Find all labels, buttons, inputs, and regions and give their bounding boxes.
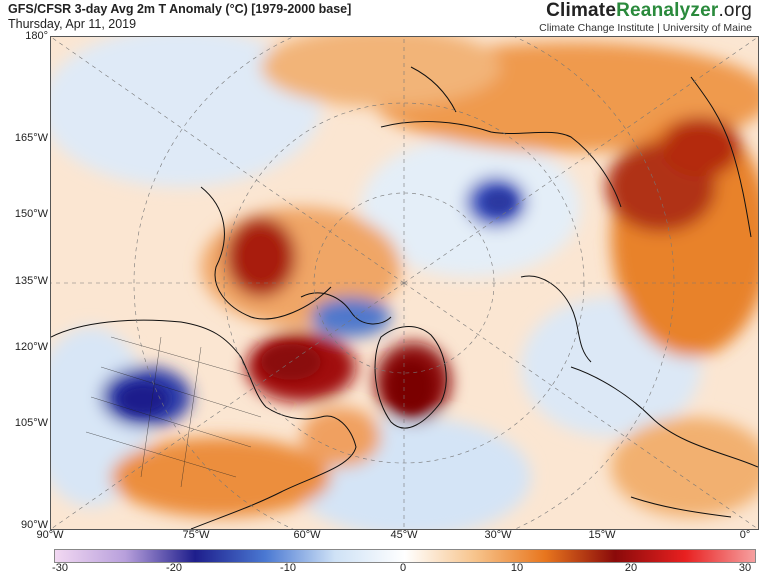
core-greenland-warm: [389, 361, 433, 413]
core-arctic-cold: [483, 190, 515, 214]
coastline-greenland: [374, 326, 447, 429]
coastline-kamchatka: [410, 66, 457, 113]
coastline-canadian-arctic: [300, 292, 392, 325]
lat-label-165w: 165°W: [14, 132, 48, 144]
coastline-north-america: [51, 319, 357, 529]
dark-red-region-asia-south: [661, 117, 741, 177]
blue-region-canadian-archipelago: [311, 297, 391, 337]
graticule: [51, 37, 758, 529]
anomaly-map-canvas: [51, 37, 758, 529]
lon-label-60w: 60°W: [293, 529, 321, 541]
lat-label-150w: 150°W: [14, 208, 48, 220]
lat-label-135w: 135°W: [14, 275, 48, 287]
colorbar-tick-20: 20: [624, 562, 638, 574]
lon-label-90w: 90°W: [36, 529, 64, 541]
colorbar-tick-0: 0: [399, 562, 407, 574]
border-us-central: [90, 396, 252, 448]
coastline-alaska: [200, 186, 332, 320]
lat-label-90w: 90°W: [20, 519, 48, 531]
brand-logo-part-climate: Climate: [546, 0, 617, 21]
orange-region-canada-east: [301, 407, 381, 467]
anomaly-field: [51, 37, 758, 529]
colorbar-tick-minus20: -20: [166, 562, 182, 574]
parallel-70n: [223, 102, 585, 464]
lat-label-120w: 120°W: [14, 341, 48, 353]
coastline-scandinavia: [520, 275, 592, 363]
coastline-east-asia: [690, 76, 752, 238]
lon-label-30w: 30°W: [484, 529, 512, 541]
lat-label-180: 180°: [25, 30, 48, 42]
colorbar: [54, 549, 756, 563]
border-us-canada: [110, 336, 252, 378]
lon-label-0: 0°: [739, 529, 751, 541]
brand-logo-part-reanalyzer: Reanalyzer: [616, 0, 719, 21]
border-us-south: [85, 431, 237, 478]
map-date: Thursday, Apr 11, 2019: [8, 17, 137, 31]
coastline-africa: [630, 496, 732, 518]
brand-logo-part-org: .org: [718, 0, 752, 21]
border-us-west: [100, 366, 262, 418]
brand-subtitle: Climate Change Institute | University of…: [539, 22, 752, 34]
lon-label-45w: 45°W: [390, 529, 418, 541]
map-title: GFS/CFSR 3-day Avg 2m T Anomaly (°C) [19…: [8, 2, 352, 16]
borders: [85, 336, 262, 488]
coastline-siberia: [380, 121, 622, 208]
border-us-east: [140, 336, 162, 478]
colorbar-tick-30: 30: [738, 562, 752, 574]
dark-red-region-alaska-canada: [226, 217, 296, 297]
core-us-cold: [118, 383, 168, 415]
colorbar-tick-10: 10: [510, 562, 524, 574]
parallel-60n: [133, 37, 675, 529]
colorbar-tick-minus10: -10: [280, 562, 296, 574]
lon-label-15w: 15°W: [588, 529, 616, 541]
coastlines: [51, 66, 758, 529]
lon-label-75w: 75°W: [182, 529, 210, 541]
colorbar-tick-minus30: -30: [52, 562, 68, 574]
orange-region-southeast-us: [111, 437, 331, 517]
coastline-europe: [570, 366, 758, 468]
light-blue-region-north-pacific: [51, 37, 321, 187]
lat-label-105w: 105°W: [14, 417, 48, 429]
brand-logo[interactable]: ClimateReanalyzer.org: [546, 0, 752, 22]
anomaly-field-cores: [118, 190, 515, 415]
anomaly-map[interactable]: [50, 36, 759, 530]
orange-region-north-africa: [611, 417, 758, 517]
border-us-mid: [180, 346, 202, 488]
parallel-80n: [313, 192, 495, 374]
